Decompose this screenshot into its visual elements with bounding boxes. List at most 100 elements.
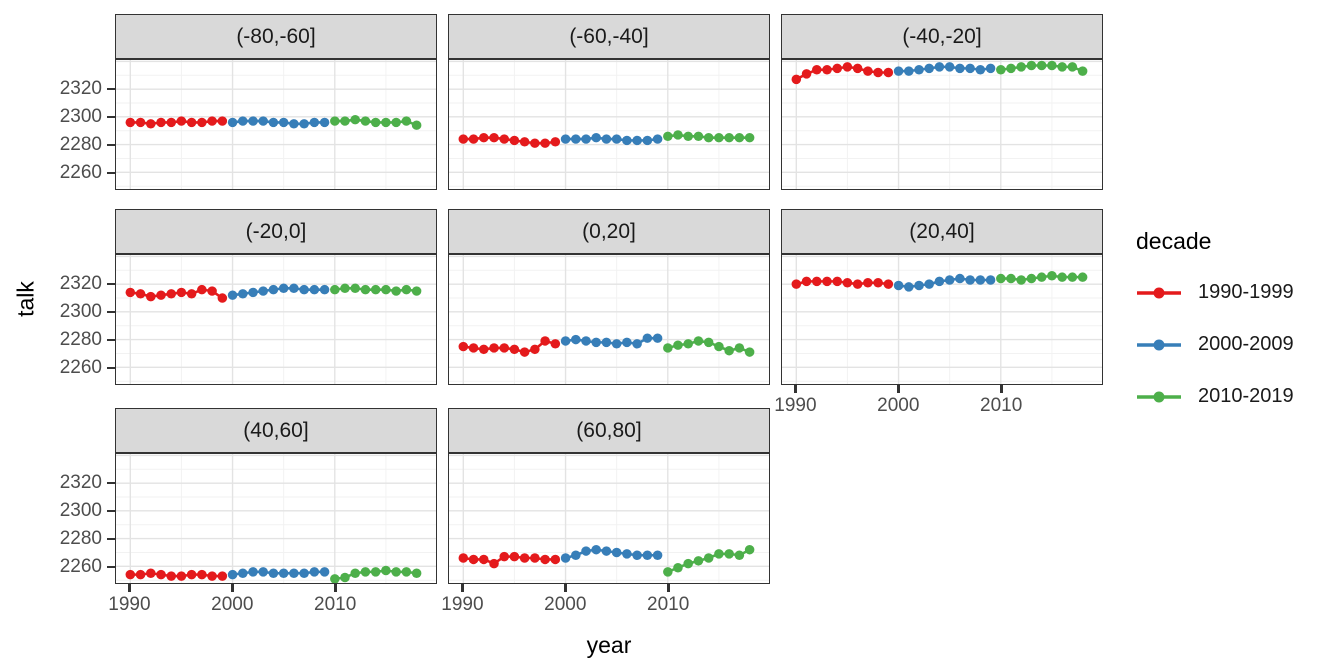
x-axis-tick-mark bbox=[334, 584, 337, 592]
data-point bbox=[401, 567, 412, 577]
plot-canvas bbox=[116, 454, 436, 583]
data-point bbox=[965, 63, 975, 74]
x-axis-tick-mark bbox=[461, 584, 464, 592]
series-line-1990-1999 bbox=[463, 555, 556, 566]
series-line-2000-2009 bbox=[565, 136, 658, 142]
data-point bbox=[652, 333, 663, 343]
data-point bbox=[703, 553, 714, 563]
data-point bbox=[197, 117, 207, 128]
x-axis-tick-mark bbox=[897, 385, 900, 393]
facet-panel: (0,20] bbox=[448, 209, 770, 385]
y-axis-tick-label: 2320 bbox=[59, 77, 102, 99]
data-point bbox=[1036, 60, 1047, 71]
legend-label: 1990-1999 bbox=[1198, 281, 1294, 303]
data-point bbox=[663, 343, 673, 353]
facet-strip-label: (20,40] bbox=[781, 209, 1103, 254]
data-point bbox=[207, 571, 217, 581]
data-point bbox=[217, 116, 228, 126]
x-axis-tick-mark bbox=[667, 584, 670, 592]
data-point bbox=[391, 567, 401, 577]
x-axis-tick-label: 2010 bbox=[980, 395, 1023, 416]
data-point bbox=[238, 568, 248, 578]
data-point bbox=[893, 280, 904, 291]
data-point bbox=[944, 62, 955, 72]
data-point bbox=[812, 65, 822, 75]
data-point bbox=[479, 132, 489, 143]
y-axis-tick-mark bbox=[107, 509, 115, 513]
data-point bbox=[340, 572, 350, 583]
data-point bbox=[673, 563, 683, 573]
data-point bbox=[489, 132, 499, 143]
data-point bbox=[1026, 273, 1037, 284]
data-point bbox=[289, 119, 299, 129]
y-axis-tick-label: 2300 bbox=[59, 300, 102, 322]
data-point bbox=[673, 130, 683, 140]
data-point bbox=[622, 549, 632, 559]
data-point bbox=[411, 286, 422, 296]
data-point bbox=[724, 345, 734, 356]
data-point bbox=[955, 63, 965, 74]
data-point bbox=[468, 554, 479, 565]
data-point bbox=[319, 117, 330, 128]
data-point bbox=[663, 567, 673, 577]
data-point bbox=[734, 343, 745, 353]
data-point bbox=[360, 116, 371, 126]
data-point bbox=[1057, 62, 1067, 72]
data-point bbox=[996, 273, 1006, 284]
facet-panel: (40,60] bbox=[115, 408, 437, 584]
plot-area bbox=[115, 254, 437, 385]
data-point bbox=[985, 63, 996, 74]
facet-panel: (60,80] bbox=[448, 408, 770, 584]
facet-strip-label: (0,20] bbox=[448, 209, 770, 254]
data-point bbox=[924, 63, 934, 74]
data-point bbox=[703, 337, 714, 348]
data-point bbox=[724, 549, 734, 559]
data-point bbox=[330, 574, 340, 583]
data-point bbox=[571, 134, 581, 144]
data-point bbox=[714, 132, 724, 143]
data-point bbox=[319, 284, 330, 295]
data-point bbox=[176, 116, 187, 126]
x-axis-tick-mark bbox=[794, 385, 797, 393]
legend-title: decade bbox=[1136, 228, 1212, 254]
facet-strip-label: (-40,-20] bbox=[781, 14, 1103, 59]
data-point bbox=[227, 290, 238, 300]
data-point bbox=[458, 134, 469, 144]
data-point bbox=[801, 69, 812, 79]
data-point bbox=[581, 134, 591, 144]
data-point bbox=[248, 567, 258, 577]
x-axis-tick-label: 1990 bbox=[441, 594, 484, 615]
data-point bbox=[156, 117, 166, 128]
data-point bbox=[611, 134, 622, 144]
data-point bbox=[893, 66, 904, 76]
data-point bbox=[540, 336, 550, 346]
data-point bbox=[391, 117, 401, 128]
data-point bbox=[1016, 275, 1026, 285]
legend-item: 2000-2009 bbox=[1136, 333, 1341, 356]
series-line-2000-2009 bbox=[565, 336, 658, 346]
data-point bbox=[370, 284, 381, 295]
facet-panel: (-80,-60] bbox=[115, 14, 437, 190]
data-point bbox=[571, 334, 581, 345]
data-point bbox=[652, 550, 663, 560]
data-point bbox=[186, 569, 197, 580]
x-axis-tick-mark bbox=[231, 584, 234, 592]
legend-items: 1990-1999 2000-2009 2010-2019 bbox=[1136, 281, 1341, 408]
data-point bbox=[360, 567, 371, 577]
plot-canvas bbox=[782, 255, 1102, 384]
data-point bbox=[278, 117, 289, 128]
y-axis-tick-label: 2320 bbox=[59, 272, 102, 294]
data-point bbox=[693, 131, 704, 142]
data-point bbox=[591, 337, 601, 348]
series-line-1990-1999 bbox=[795, 280, 889, 286]
y-axis-tick-label: 2320 bbox=[59, 471, 102, 493]
data-point bbox=[934, 276, 945, 287]
data-point bbox=[832, 276, 843, 287]
data-point bbox=[791, 279, 802, 289]
data-point bbox=[673, 340, 683, 350]
legend-item: 2010-2019 bbox=[1136, 385, 1341, 408]
data-point bbox=[591, 544, 601, 555]
data-point bbox=[883, 67, 894, 78]
x-axis-tick-label: 1990 bbox=[108, 594, 151, 615]
data-point bbox=[156, 569, 166, 580]
